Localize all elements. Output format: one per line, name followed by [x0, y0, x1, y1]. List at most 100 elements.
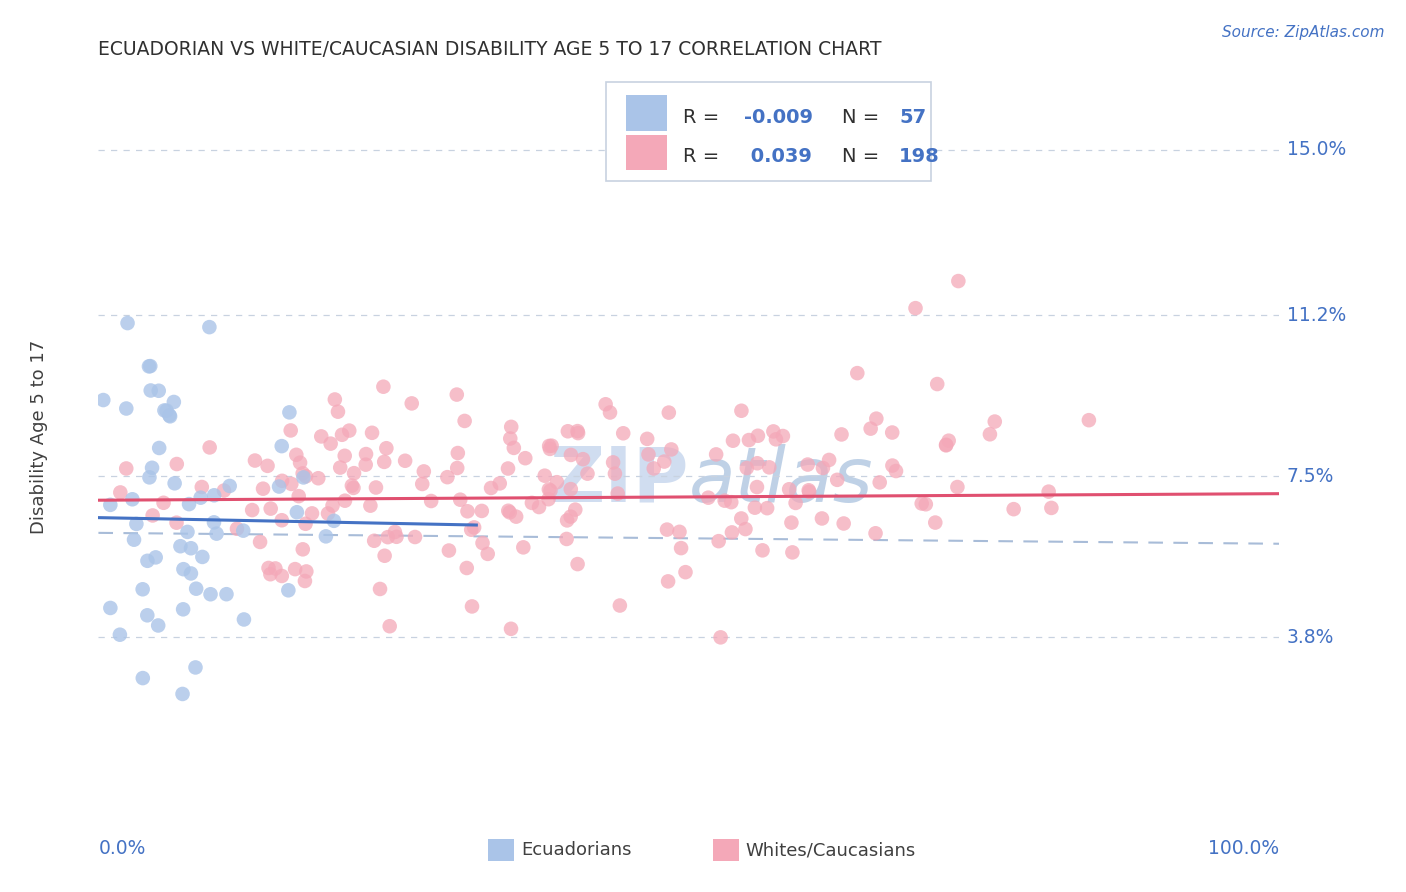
- Text: Ecuadorians: Ecuadorians: [522, 841, 631, 859]
- Text: 0.039: 0.039: [744, 147, 813, 167]
- Point: [721, 434, 744, 448]
- Point: [377, 530, 399, 544]
- Point: [163, 476, 186, 491]
- Point: [322, 514, 344, 528]
- Point: [502, 441, 524, 455]
- Point: [169, 539, 191, 553]
- Point: [270, 569, 292, 583]
- Point: [697, 491, 720, 505]
- Point: [342, 481, 364, 495]
- Point: [499, 505, 522, 519]
- Point: [291, 467, 314, 481]
- Point: [463, 520, 485, 534]
- FancyBboxPatch shape: [713, 839, 738, 862]
- Point: [704, 447, 727, 461]
- Text: ZIP: ZIP: [550, 444, 689, 518]
- Point: [148, 618, 170, 632]
- Point: [515, 451, 537, 466]
- Point: [537, 492, 560, 507]
- Text: 15.0%: 15.0%: [1286, 140, 1346, 160]
- Point: [546, 475, 568, 490]
- Point: [354, 458, 377, 472]
- Point: [291, 542, 314, 557]
- Point: [658, 406, 681, 420]
- Point: [904, 301, 927, 315]
- Point: [157, 409, 180, 423]
- Point: [533, 468, 555, 483]
- Point: [267, 479, 290, 493]
- Point: [271, 474, 294, 488]
- Point: [537, 483, 560, 497]
- Point: [294, 574, 316, 588]
- Text: 100.0%: 100.0%: [1208, 839, 1279, 858]
- Point: [946, 480, 969, 494]
- Point: [115, 401, 138, 416]
- Point: [911, 496, 934, 510]
- Point: [287, 489, 309, 503]
- Point: [319, 436, 342, 450]
- Point: [734, 522, 756, 536]
- FancyBboxPatch shape: [626, 135, 666, 170]
- Text: 198: 198: [900, 147, 941, 167]
- Point: [142, 508, 165, 523]
- Point: [420, 494, 443, 508]
- Point: [938, 434, 960, 448]
- Point: [606, 486, 628, 500]
- Point: [637, 447, 659, 461]
- Text: Disability Age 5 to 17: Disability Age 5 to 17: [31, 340, 48, 534]
- Point: [564, 502, 586, 516]
- Point: [322, 499, 344, 513]
- Text: 7.5%: 7.5%: [1286, 467, 1334, 486]
- Point: [340, 478, 363, 492]
- Point: [735, 461, 758, 475]
- Point: [560, 482, 582, 496]
- Point: [323, 392, 346, 407]
- Point: [200, 587, 222, 601]
- Point: [778, 482, 800, 496]
- Point: [226, 522, 249, 536]
- Point: [91, 392, 114, 407]
- Point: [527, 500, 550, 514]
- Point: [145, 550, 167, 565]
- Point: [359, 499, 381, 513]
- Text: N =: N =: [842, 147, 886, 167]
- Point: [307, 471, 329, 485]
- Point: [368, 582, 391, 596]
- Point: [758, 460, 780, 475]
- Point: [882, 425, 904, 440]
- Text: 11.2%: 11.2%: [1286, 306, 1346, 325]
- Point: [240, 503, 263, 517]
- Text: atlas: atlas: [689, 444, 873, 518]
- Point: [772, 429, 794, 443]
- Point: [292, 470, 315, 484]
- Point: [818, 453, 841, 467]
- Text: N =: N =: [842, 108, 886, 127]
- Point: [636, 432, 658, 446]
- Point: [122, 533, 145, 547]
- Text: 0.0%: 0.0%: [98, 839, 146, 858]
- Point: [520, 496, 543, 510]
- Point: [215, 587, 238, 601]
- Point: [567, 424, 589, 438]
- Point: [859, 422, 882, 436]
- Point: [720, 495, 742, 509]
- Point: [337, 424, 360, 438]
- Point: [603, 467, 626, 481]
- Point: [540, 439, 562, 453]
- Point: [277, 583, 299, 598]
- Point: [436, 470, 458, 484]
- Point: [166, 516, 188, 530]
- Point: [1002, 502, 1025, 516]
- Point: [131, 582, 153, 597]
- Point: [141, 460, 163, 475]
- Point: [280, 424, 302, 438]
- Point: [411, 477, 433, 491]
- Point: [595, 397, 617, 411]
- Point: [138, 470, 160, 484]
- Text: Whites/Caucasians: Whites/Caucasians: [745, 841, 915, 859]
- Point: [655, 523, 678, 537]
- Point: [155, 403, 177, 417]
- Point: [505, 509, 527, 524]
- Point: [652, 454, 675, 468]
- Point: [979, 427, 1001, 442]
